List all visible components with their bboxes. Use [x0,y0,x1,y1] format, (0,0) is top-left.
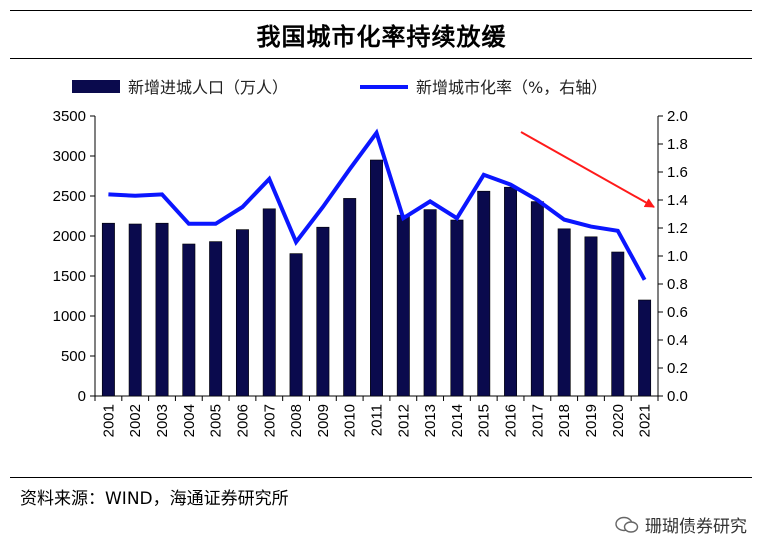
x-tick-label: 2016 [503,404,520,437]
x-tick-label: 2007 [261,404,278,437]
left-tick-label: 3500 [53,108,86,125]
x-tick-label: 2015 [476,404,493,437]
tick-labels: 0 500 1000 1500 2000 2500 3000 3500 0.0 0.2 0.4 0.6… [53,108,688,437]
bar [584,236,598,397]
x-tick-label: 2001 [100,404,117,437]
left-tick-label: 500 [61,348,86,365]
watermark-text: 珊瑚债券研究 [645,517,747,537]
bar [209,241,223,397]
x-tick-label: 2019 [583,404,600,437]
right-tick-label: 0.4 [667,332,688,349]
x-tick-label: 2012 [395,404,412,437]
x-tick-label: 2013 [422,404,439,437]
source-note: 资料来源：WIND，海通证券研究所 [20,489,289,509]
left-tick-label: 3000 [53,148,86,165]
x-tick-label: 2017 [529,404,546,437]
trend-arrow [520,131,655,208]
right-tick-label: 1.2 [667,220,688,237]
bar [343,198,357,397]
x-tick-label: 2009 [315,404,332,437]
left-tick-label: 0 [78,388,86,405]
bar [101,222,115,397]
x-tick-label: 2014 [449,404,466,437]
watermark: 珊瑚债券研究 [615,512,747,537]
series-line [108,128,647,281]
right-tick-label: 1.0 [667,248,688,265]
legend-line-label: 新增城市化率（%，右轴） [416,78,607,97]
right-tick-label: 1.8 [667,136,688,153]
bar [504,186,518,397]
bar [611,251,625,397]
legend-bar-label: 新增进城人口（万人） [128,78,288,97]
bar [477,190,491,397]
x-tick-label: 2008 [288,404,305,437]
left-tick-label: 1000 [53,308,86,325]
x-tick-label: 2010 [342,404,359,437]
left-tick-label: 2500 [53,188,86,205]
bar [128,223,142,397]
x-tick-label: 2018 [556,404,573,437]
x-tick-label: 2003 [154,404,171,437]
x-tick-label: 2002 [127,404,144,437]
bar [370,159,383,397]
x-tick-label: 2020 [610,404,627,437]
bar [638,299,652,397]
bar [450,219,464,397]
x-tick-label: 2006 [234,404,251,437]
bar [235,229,249,397]
legend-bar-swatch [72,80,120,93]
line-series [108,128,647,281]
wechat-icon [615,516,639,533]
x-tick-label: 2004 [181,404,198,437]
bar [262,208,276,397]
title-rule [10,58,752,59]
left-tick-label: 1500 [53,268,86,285]
bar [557,228,571,397]
bar [530,201,544,397]
right-tick-label: 0.8 [667,276,688,293]
x-tick-label: 2021 [637,404,654,437]
chart-canvas: 新增进城人口（万人） 新增城市化率（%，右轴） 0 500 1000 1500 2000… [53,78,688,437]
annotation [520,131,655,208]
bar [155,222,169,397]
chart-title: 我国城市化率持续放缓 [256,22,507,51]
x-tick-label: 2011 [369,404,386,436]
bar [182,243,196,397]
source-rule [10,477,752,478]
right-tick-label: 2.0 [667,108,688,125]
bar [423,209,437,397]
bar [289,253,303,397]
legend: 新增进城人口（万人） 新增城市化率（%，右轴） [72,78,607,97]
right-tick-label: 1.6 [667,164,688,181]
bar [396,214,410,397]
right-tick-label: 0.0 [667,388,688,405]
right-tick-label: 0.6 [667,304,688,321]
right-tick-label: 0.2 [667,360,688,377]
x-tick-label: 2005 [208,404,225,437]
right-tick-label: 1.4 [667,192,688,209]
bar [316,226,330,397]
left-tick-label: 2000 [53,228,86,245]
bar-series [101,159,652,397]
top-rule [10,10,752,11]
